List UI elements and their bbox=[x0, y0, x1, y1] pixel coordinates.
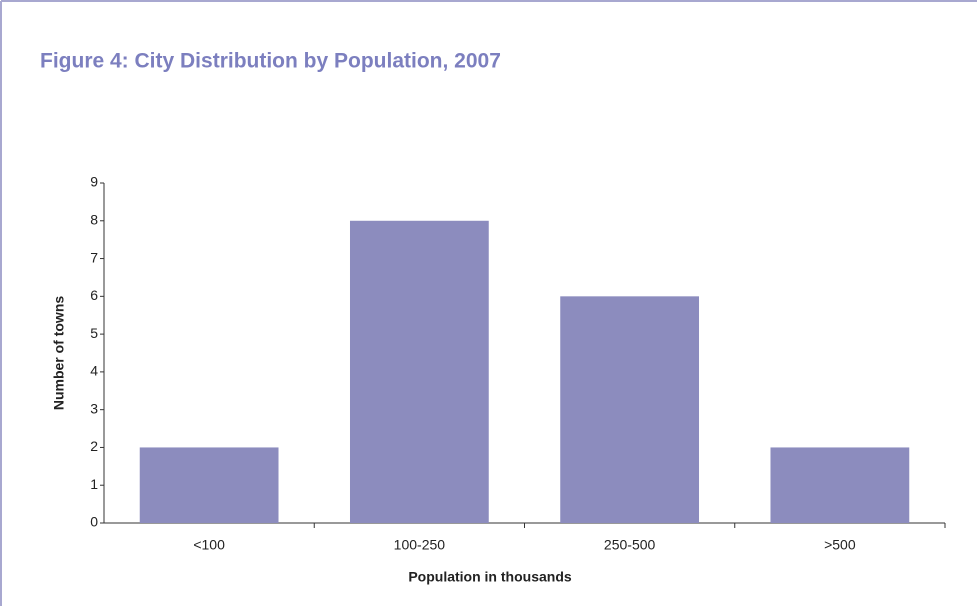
y-tick-label: 1 bbox=[90, 476, 98, 492]
chart-title: Figure 4: City Distribution by Populatio… bbox=[40, 50, 501, 73]
x-tick-label: 100-250 bbox=[394, 537, 446, 553]
x-tick-label: <100 bbox=[193, 537, 225, 553]
bar bbox=[560, 296, 700, 523]
x-tick-label: >500 bbox=[824, 537, 856, 553]
y-axis-label: Number of towns bbox=[51, 296, 67, 411]
y-tick-label: 5 bbox=[90, 325, 98, 341]
y-tick-label: 9 bbox=[90, 174, 98, 190]
y-tick-label: 8 bbox=[90, 211, 98, 227]
y-tick-label: 6 bbox=[90, 287, 98, 303]
bar bbox=[349, 220, 489, 523]
y-tick-label: 4 bbox=[90, 363, 98, 379]
x-axis-label: Population in thousands bbox=[408, 569, 572, 585]
x-tick-label: 250-500 bbox=[604, 537, 656, 553]
y-tick-label: 7 bbox=[90, 249, 98, 265]
bar bbox=[139, 447, 279, 523]
y-tick-label: 3 bbox=[90, 400, 98, 416]
y-tick-label: 0 bbox=[90, 514, 98, 530]
bar bbox=[770, 447, 910, 523]
y-tick-label: 2 bbox=[90, 438, 98, 454]
